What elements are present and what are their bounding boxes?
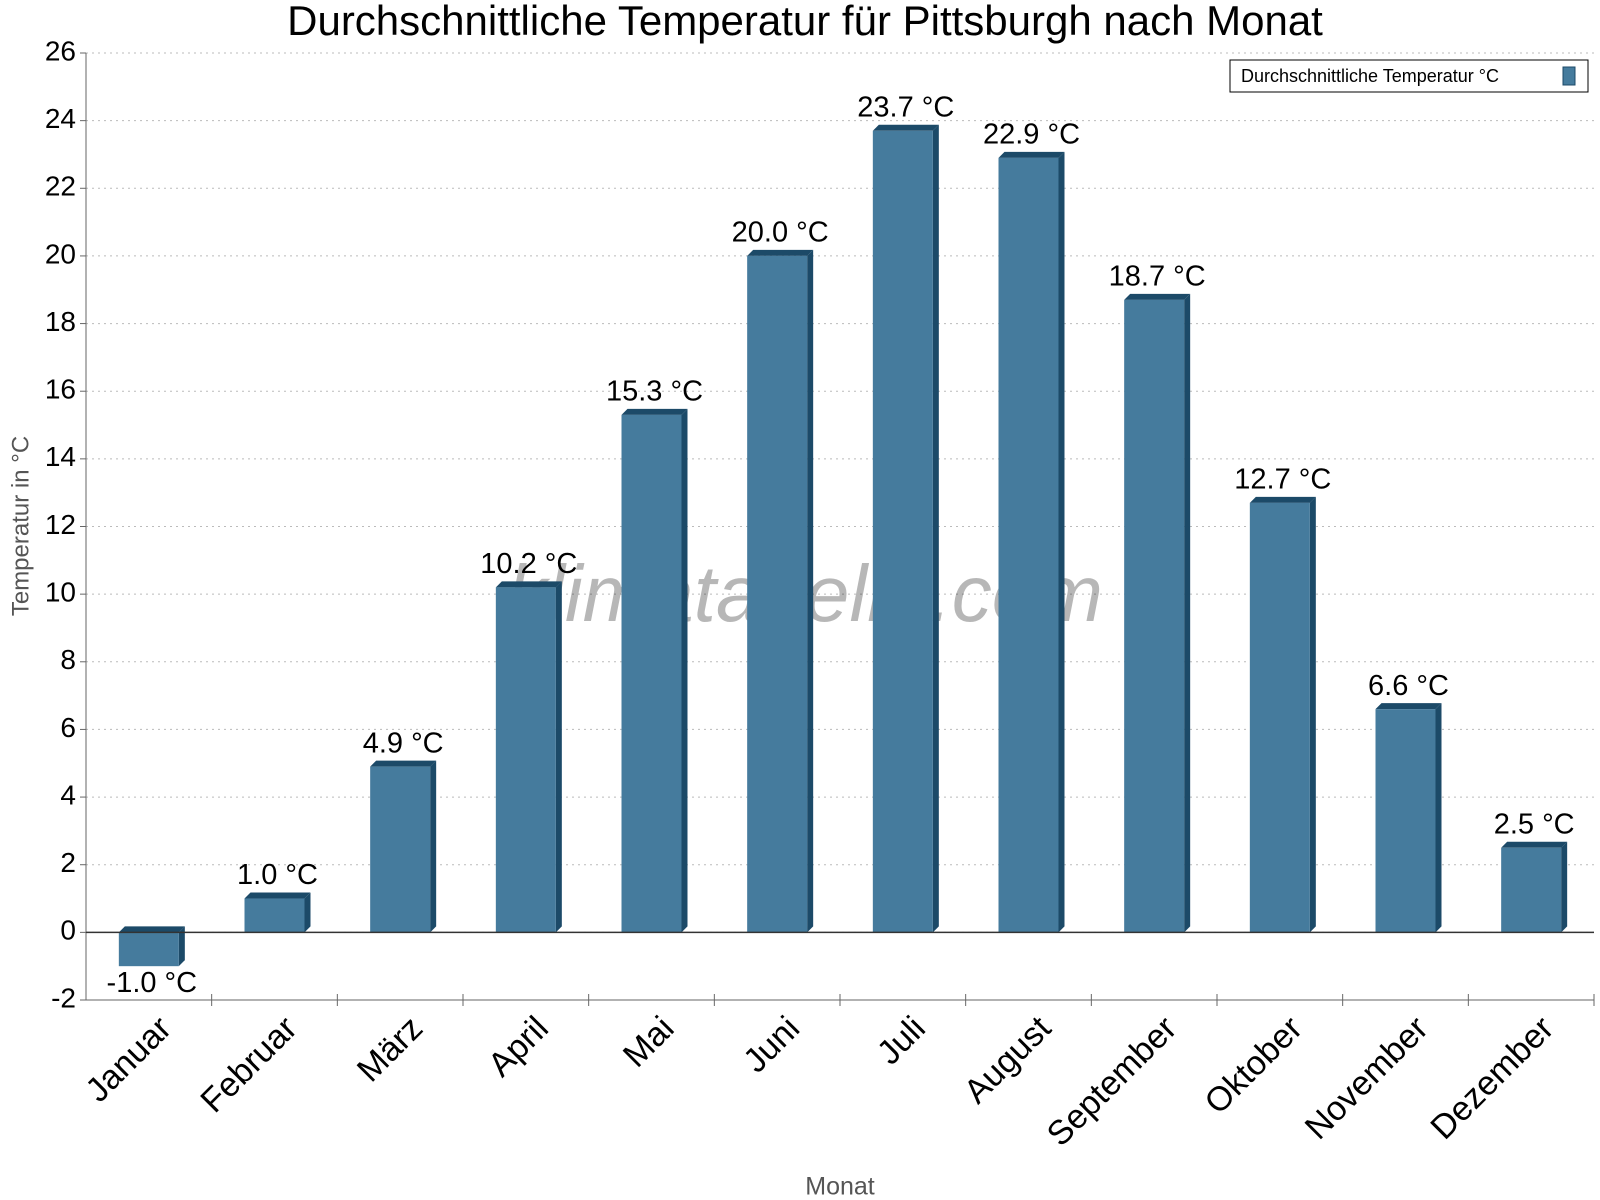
value-label: 10.2 °C xyxy=(480,548,577,580)
bar-top xyxy=(118,926,185,933)
y-tick-label: 8 xyxy=(60,644,76,675)
bar-side xyxy=(1435,703,1442,933)
x-axis-label: Monat xyxy=(805,1173,875,1200)
bar xyxy=(370,766,431,933)
y-tick-label: 20 xyxy=(45,238,76,269)
bar xyxy=(244,898,305,933)
legend-box xyxy=(1229,59,1589,93)
bar-side xyxy=(1184,293,1191,933)
y-tick-label: 2 xyxy=(60,847,76,878)
bar-side xyxy=(178,926,185,967)
y-tick-label: 16 xyxy=(45,374,76,405)
bar-top xyxy=(1501,841,1568,848)
bar-side xyxy=(1561,841,1568,933)
y-axis-label: Temperatur in °C xyxy=(7,436,34,616)
value-label: 23.7 °C xyxy=(857,91,954,123)
bar-side xyxy=(1058,151,1065,933)
bar xyxy=(1501,847,1562,933)
bar-side xyxy=(932,124,939,933)
value-label: 2.5 °C xyxy=(1494,808,1575,840)
bar-top xyxy=(244,892,311,899)
y-tick-label: 26 xyxy=(45,35,76,66)
legend-label: Durchschnittliche Temperatur °C xyxy=(1241,66,1499,86)
y-tick-label: 18 xyxy=(45,306,76,337)
value-label: 6.6 °C xyxy=(1368,670,1449,702)
bar-top xyxy=(747,249,814,256)
bar xyxy=(118,932,179,967)
y-tick-label: 24 xyxy=(45,103,76,134)
value-label: 15.3 °C xyxy=(606,376,703,408)
chart-title: Durchschnittliche Temperatur für Pittsbu… xyxy=(287,0,1323,44)
bar xyxy=(747,255,808,933)
value-label: 4.9 °C xyxy=(363,727,444,759)
bar xyxy=(1249,502,1310,933)
legend-swatch xyxy=(1562,66,1576,86)
bar-top xyxy=(1249,496,1316,503)
bar-side xyxy=(807,249,814,933)
bar-top xyxy=(370,760,437,767)
value-label: 12.7 °C xyxy=(1234,463,1331,495)
bar xyxy=(495,587,556,933)
bar-top xyxy=(621,408,688,415)
bar xyxy=(1124,299,1185,933)
bar xyxy=(872,130,933,933)
value-label: 20.0 °C xyxy=(732,217,829,249)
bar-side xyxy=(555,581,562,933)
value-label: -1.0 °C xyxy=(107,967,198,999)
value-label: 18.7 °C xyxy=(1109,261,1206,293)
bar-top xyxy=(998,151,1065,158)
bar xyxy=(998,157,1059,933)
bar-top xyxy=(872,124,939,131)
bar-top xyxy=(1375,703,1442,710)
bar-side xyxy=(304,892,311,933)
bar-side xyxy=(1309,496,1316,933)
y-tick-label: 12 xyxy=(45,509,76,540)
bar-top xyxy=(1124,293,1191,300)
bar-side xyxy=(681,408,688,933)
y-tick-label: 10 xyxy=(45,577,76,608)
value-label: 1.0 °C xyxy=(237,859,318,891)
y-tick-label: 14 xyxy=(45,441,76,472)
y-tick-label: 6 xyxy=(60,712,76,743)
y-tick-label: 22 xyxy=(45,171,76,202)
y-tick-label: -2 xyxy=(51,982,76,1013)
bar xyxy=(1375,709,1436,933)
y-tick-label: 4 xyxy=(60,779,76,810)
legend: Durchschnittliche Temperatur °C xyxy=(1229,59,1589,93)
bar xyxy=(621,414,682,933)
bar-side xyxy=(430,760,437,933)
bar-top xyxy=(495,581,562,588)
value-label: 22.9 °C xyxy=(983,119,1080,151)
y-tick-label: 0 xyxy=(60,915,76,946)
